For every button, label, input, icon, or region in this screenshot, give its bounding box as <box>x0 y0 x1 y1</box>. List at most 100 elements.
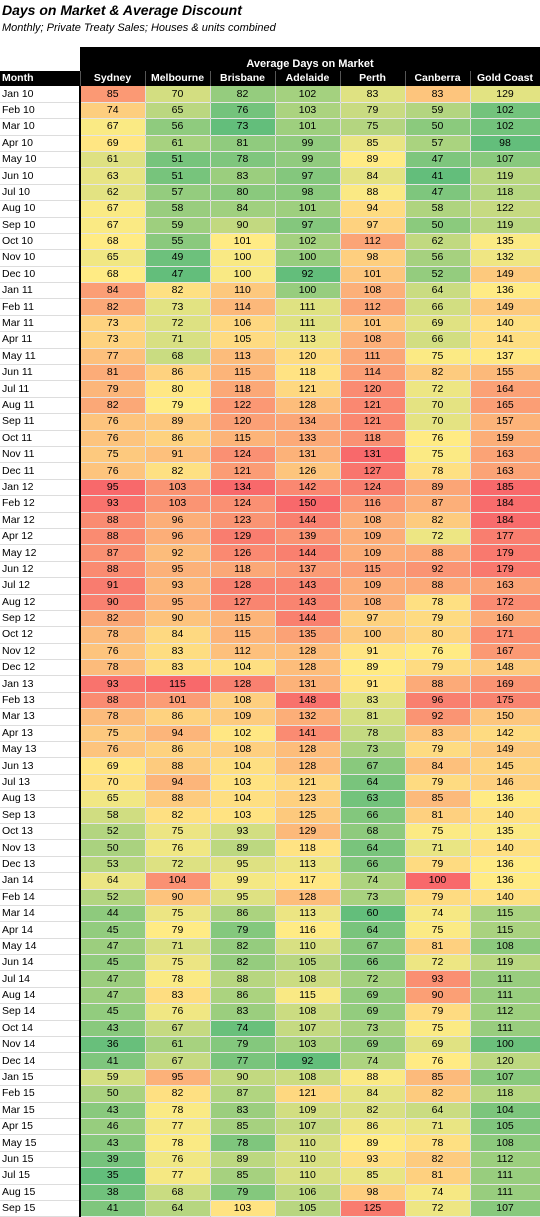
table-row: Dec 14 41 67 77 92 74 76 120 <box>0 1052 540 1070</box>
heatmap-cell: 75 <box>405 348 471 366</box>
heatmap-cell: 163 <box>470 462 540 480</box>
month-label: May 14 <box>0 938 81 956</box>
heatmap-cell: 74 <box>80 102 146 120</box>
table-row: Feb 10 74 65 76 103 79 59 102 <box>0 102 540 120</box>
table-row: Nov 11 75 91 124 131 131 75 163 <box>0 446 540 464</box>
heatmap-cell: 103 <box>145 479 211 497</box>
heatmap-cell: 62 <box>80 184 146 202</box>
heatmap-cell: 69 <box>340 1003 406 1021</box>
heatmap-cell: 102 <box>470 102 540 120</box>
heatmap-cell: 91 <box>340 643 406 661</box>
month-label: Mar 12 <box>0 512 81 529</box>
heatmap-cell: 94 <box>340 200 406 218</box>
heatmap-cell: 74 <box>340 1052 406 1070</box>
table-row: Jan 11 84 82 110 100 108 64 136 <box>0 282 540 300</box>
heatmap-cell: 98 <box>275 184 341 202</box>
heatmap-cell: 184 <box>470 495 540 513</box>
heatmap-cell: 71 <box>145 331 211 349</box>
heatmap-cell: 69 <box>80 757 146 775</box>
month-label: Aug 12 <box>0 594 81 611</box>
heatmap-cell: 90 <box>405 987 471 1005</box>
page-title: Days on Market & Average Discount <box>2 2 242 18</box>
month-label: Jan 12 <box>0 479 81 497</box>
heatmap-cell: 87 <box>210 1085 276 1103</box>
month-label: Mar 13 <box>0 708 81 726</box>
heatmap-cell: 113 <box>275 331 341 349</box>
table-row: Apr 12 88 96 129 139 109 72 177 <box>0 528 540 546</box>
table-row: Apr 11 73 71 105 113 108 66 141 <box>0 331 540 349</box>
heatmap-cell: 76 <box>405 1052 471 1070</box>
page-subtitle: Monthly; Private Treaty Sales; Houses & … <box>2 22 276 34</box>
month-label: May 15 <box>0 1134 81 1152</box>
table-row: Sep 10 67 59 90 97 97 50 119 <box>0 217 540 234</box>
month-label: Feb 15 <box>0 1085 81 1103</box>
heatmap-cell: 64 <box>405 282 471 300</box>
heatmap-cell: 93 <box>145 577 211 595</box>
heatmap-cell: 50 <box>80 839 146 857</box>
heatmap-cell: 136 <box>470 282 540 300</box>
heatmap-cell: 64 <box>340 921 406 939</box>
heatmap-cell: 115 <box>210 626 276 644</box>
month-label: Apr 13 <box>0 725 81 743</box>
heatmap-cell: 75 <box>145 823 211 841</box>
heatmap-cell: 79 <box>210 1184 276 1201</box>
heatmap-cell: 83 <box>145 659 211 677</box>
heatmap-cell: 127 <box>210 594 276 611</box>
heatmap-cell: 68 <box>145 1184 211 1201</box>
heatmap-cell: 72 <box>405 954 471 972</box>
heatmap-cell: 63 <box>80 167 146 185</box>
heatmap-cell: 43 <box>80 1134 146 1152</box>
heatmap-cell: 149 <box>470 741 540 759</box>
heatmap-cell: 128 <box>275 889 341 906</box>
heatmap-cell: 69 <box>340 1036 406 1054</box>
heatmap-cell: 88 <box>80 561 146 579</box>
month-label: Sep 14 <box>0 1003 81 1021</box>
table-row: Apr 10 69 61 81 99 85 57 98 <box>0 135 540 152</box>
month-label: Nov 10 <box>0 249 81 267</box>
heatmap-cell: 140 <box>470 315 540 333</box>
heatmap-cell: 69 <box>80 135 146 152</box>
month-label: Jan 13 <box>0 675 81 693</box>
heatmap-cell: 105 <box>275 954 341 972</box>
heatmap-cell: 35 <box>80 1167 146 1185</box>
heatmap-cell: 184 <box>470 512 540 529</box>
table-row: Nov 10 65 49 100 100 98 56 132 <box>0 249 540 267</box>
heatmap-cell: 96 <box>145 512 211 529</box>
heatmap-cell: 85 <box>405 790 471 808</box>
heatmap-cell: 70 <box>405 413 471 431</box>
heatmap-cell: 91 <box>340 675 406 693</box>
heatmap-cell: 78 <box>145 1134 211 1152</box>
heatmap-cell: 41 <box>405 167 471 185</box>
heatmap-cell: 131 <box>275 446 341 464</box>
heatmap-cell: 90 <box>145 610 211 628</box>
month-label: Aug 10 <box>0 200 81 218</box>
heatmap-cell: 95 <box>80 479 146 497</box>
column-header: Adelaide <box>275 71 341 87</box>
heatmap-cell: 121 <box>210 462 276 480</box>
table-row: Feb 11 82 73 114 111 112 66 149 <box>0 298 540 316</box>
heatmap-cell: 58 <box>405 200 471 218</box>
heatmap-cell: 93 <box>210 823 276 841</box>
heatmap-cell: 38 <box>80 1184 146 1201</box>
table-row: Sep 14 45 76 83 108 69 79 112 <box>0 1003 540 1021</box>
heatmap-cell: 95 <box>145 561 211 579</box>
heatmap-cell: 82 <box>405 364 471 382</box>
heatmap-cell: 78 <box>210 151 276 169</box>
heatmap-cell: 75 <box>405 921 471 939</box>
heatmap-cell: 98 <box>340 1184 406 1201</box>
heatmap-cell: 75 <box>405 1020 471 1038</box>
heatmap-cell: 92 <box>275 266 341 284</box>
heatmap-cell: 143 <box>275 577 341 595</box>
heatmap-cell: 95 <box>210 856 276 874</box>
table-row: Jan 13 93 115 128 131 91 88 169 <box>0 675 540 693</box>
heatmap-cell: 83 <box>210 1003 276 1021</box>
heatmap-cell: 82 <box>80 298 146 316</box>
heatmap-cell: 71 <box>405 1118 471 1136</box>
table-row: Feb 15 50 82 87 121 84 82 118 <box>0 1085 540 1103</box>
heatmap-cell: 134 <box>275 413 341 431</box>
heatmap-cell: 73 <box>210 118 276 136</box>
table-row: May 13 76 86 108 128 73 79 149 <box>0 741 540 759</box>
month-label: Sep 13 <box>0 807 81 824</box>
heatmap-cell: 79 <box>210 921 276 939</box>
heatmap-cell: 82 <box>145 282 211 300</box>
